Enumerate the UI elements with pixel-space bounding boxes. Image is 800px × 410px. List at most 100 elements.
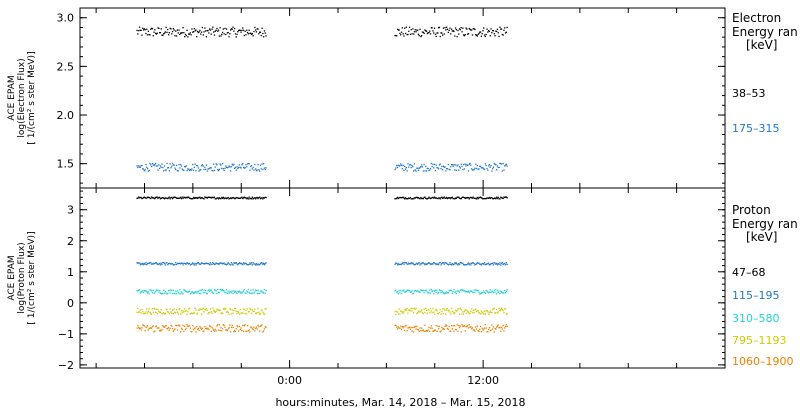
- data-point: [229, 263, 231, 266]
- data-point: [408, 164, 411, 166]
- data-point: [238, 166, 240, 169]
- data-point: [220, 313, 222, 315]
- data-point: [217, 288, 219, 291]
- data-point: [488, 311, 491, 314]
- data-point: [198, 263, 200, 265]
- data-point: [169, 308, 171, 310]
- data-point: [265, 35, 267, 37]
- data-point: [137, 33, 139, 35]
- data-point: [217, 329, 220, 331]
- data-point: [250, 326, 252, 328]
- data-point: [244, 197, 246, 199]
- data-point: [422, 170, 424, 172]
- data-point: [445, 324, 447, 326]
- data-point: [176, 290, 179, 292]
- data-point: [500, 262, 503, 265]
- data-point: [442, 197, 444, 200]
- data-point: [497, 166, 499, 169]
- data-point: [177, 263, 179, 265]
- data-point: [250, 326, 253, 328]
- data-point: [209, 28, 211, 30]
- data-point: [443, 263, 445, 265]
- data-point: [163, 312, 165, 314]
- data-point: [477, 310, 479, 312]
- data-point: [169, 163, 171, 165]
- data-point: [202, 292, 204, 294]
- data-point: [188, 325, 191, 327]
- data-point: [217, 169, 219, 171]
- data-point: [147, 329, 149, 331]
- data-point: [442, 291, 444, 293]
- data-point: [227, 32, 229, 34]
- data-point: [428, 196, 430, 198]
- data-point: [413, 170, 415, 172]
- data-point: [254, 197, 256, 199]
- data-point: [163, 33, 165, 35]
- data-point: [255, 264, 257, 266]
- data-point: [142, 168, 145, 170]
- data-point: [180, 263, 182, 265]
- data-point: [420, 310, 422, 312]
- data-point: [487, 331, 489, 333]
- data-point: [188, 290, 191, 292]
- data-point: [502, 163, 504, 165]
- data-point: [163, 197, 165, 199]
- data-point: [488, 165, 490, 167]
- data-point: [144, 329, 146, 332]
- data-point: [254, 330, 256, 332]
- data-point: [224, 27, 226, 30]
- data-point: [501, 308, 503, 311]
- data-point: [250, 198, 253, 200]
- data-point: [241, 329, 243, 332]
- y-tick-label: 3.0: [57, 12, 75, 25]
- data-point: [487, 291, 489, 293]
- data-point: [448, 263, 450, 265]
- data-point: [468, 264, 470, 266]
- data-point: [200, 197, 203, 199]
- data-point: [255, 31, 258, 33]
- data-point: [194, 307, 196, 309]
- data-point: [184, 196, 186, 199]
- data-point: [238, 197, 240, 199]
- data-point: [198, 309, 200, 311]
- data-point: [410, 291, 412, 293]
- data-point: [488, 291, 491, 293]
- data-point: [167, 167, 170, 169]
- data-point: [476, 35, 478, 37]
- data-point: [263, 262, 265, 264]
- data-point: [186, 197, 188, 199]
- data-point: [228, 313, 230, 315]
- data-point: [145, 163, 147, 166]
- data-point: [460, 163, 462, 165]
- data-point: [500, 330, 502, 332]
- data-point: [144, 29, 146, 31]
- data-point: [422, 31, 424, 33]
- data-point: [219, 197, 221, 200]
- data-point: [246, 198, 248, 200]
- data-point: [230, 291, 233, 294]
- data-point: [403, 263, 405, 265]
- data-point: [501, 292, 503, 294]
- data-point: [485, 263, 487, 265]
- data-point: [174, 35, 176, 37]
- data-point: [212, 170, 214, 172]
- data-point: [433, 27, 436, 29]
- data-point: [428, 262, 430, 264]
- data-point: [254, 308, 256, 310]
- x-tick-label: 0:00: [277, 374, 302, 387]
- data-point: [216, 164, 218, 166]
- data-point: [419, 311, 421, 313]
- data-point: [186, 169, 188, 172]
- data-point: [234, 330, 236, 332]
- data-point: [434, 197, 437, 199]
- data-point: [225, 291, 227, 294]
- data-point: [231, 309, 233, 311]
- data-point: [453, 30, 455, 33]
- data-point: [426, 312, 428, 315]
- data-point: [500, 28, 502, 30]
- data-point: [215, 262, 217, 264]
- data-point: [227, 328, 229, 330]
- data-point: [460, 27, 462, 29]
